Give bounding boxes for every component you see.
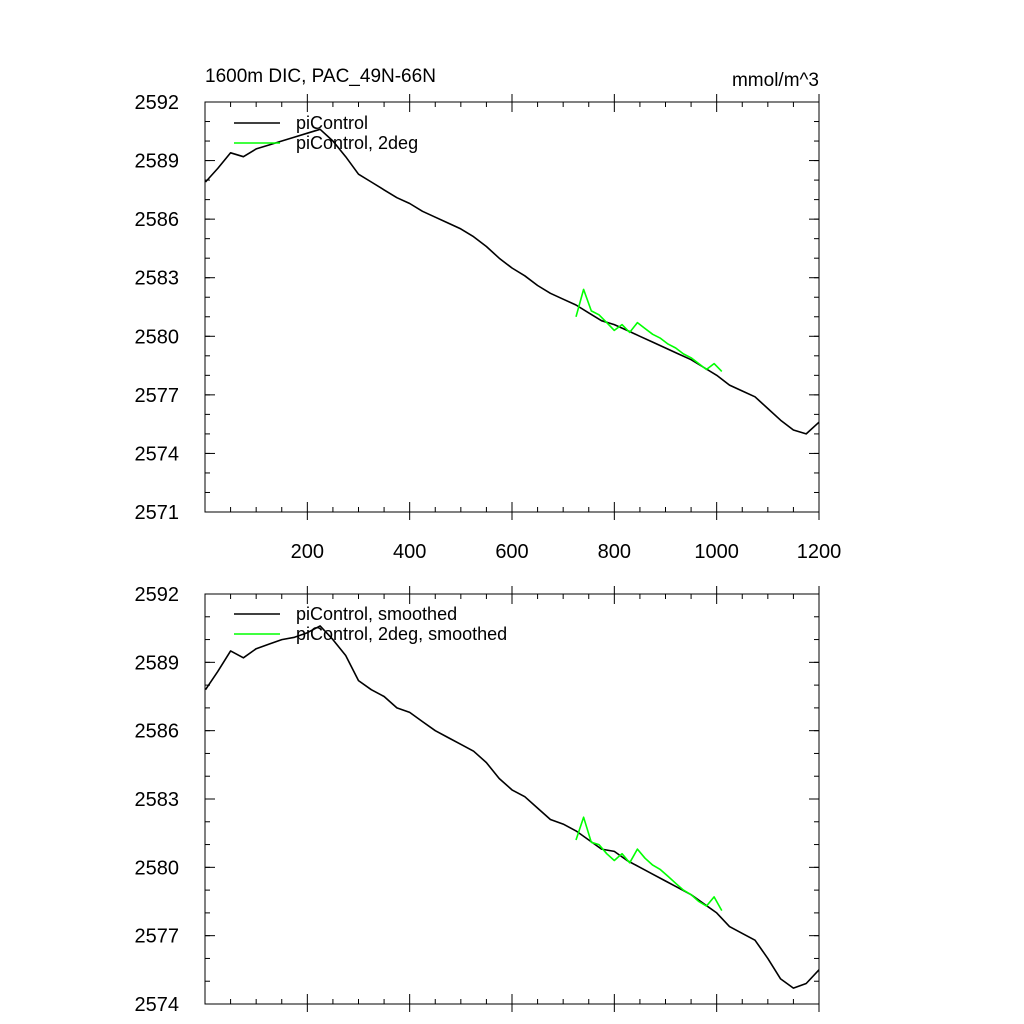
bottom-ytick-label: 2592 bbox=[135, 584, 180, 606]
bottom-ytick-label: 2577 bbox=[135, 926, 180, 948]
bottom-panel: 2574 2577 2580 2583 2586 2589 2592 piControl, … bbox=[135, 584, 820, 1016]
top-plot-frame bbox=[204, 101, 820, 513]
bottom-series-line-1 bbox=[575, 816, 723, 911]
bottom-series-line-0 bbox=[204, 625, 820, 989]
top-panel-title: 1600m DIC, PAC_49N-66N bbox=[205, 66, 436, 87]
top-xtick-label: 1000 bbox=[694, 541, 739, 563]
top-xtick-label: 1200 bbox=[797, 541, 842, 563]
top-ytick-label: 2571 bbox=[135, 502, 180, 524]
legend-label-picontrol-2deg: piControl, 2deg bbox=[296, 133, 418, 153]
legend-label-picontrol-smoothed: piControl, smoothed bbox=[296, 604, 457, 624]
top-ytick-label: 2592 bbox=[135, 92, 180, 114]
legend-label-picontrol-2deg-smoothed: piControl, 2deg, smoothed bbox=[296, 624, 507, 644]
top-xtick-label: 400 bbox=[393, 541, 426, 563]
top-ytick-label: 2580 bbox=[135, 326, 180, 348]
top-series-group bbox=[204, 128, 820, 435]
bottom-legend: piControl, smoothed piControl, 2deg, smo… bbox=[234, 604, 507, 644]
legend-label-picontrol: piControl bbox=[296, 113, 368, 133]
top-ytick-label: 2583 bbox=[135, 268, 180, 290]
top-series-line-0 bbox=[204, 128, 820, 435]
bottom-plot-frame bbox=[204, 593, 820, 1005]
top-ytick-label: 2574 bbox=[135, 443, 180, 465]
top-ytick-label: 2577 bbox=[135, 385, 180, 407]
top-ytick-label: 2589 bbox=[135, 151, 180, 173]
top-xtick-label: 200 bbox=[291, 541, 324, 563]
top-panel-units: mmol/m^3 bbox=[732, 70, 819, 91]
bottom-ytick-label: 2586 bbox=[135, 721, 180, 743]
bottom-series-group bbox=[204, 625, 820, 989]
top-xtick-label: 600 bbox=[495, 541, 528, 563]
bottom-ytick-label: 2583 bbox=[135, 789, 180, 811]
bottom-ytick-label: 2574 bbox=[135, 994, 180, 1016]
bottom-ytick-label: 2589 bbox=[135, 652, 180, 674]
top-xtick-label: 800 bbox=[598, 541, 631, 563]
top-axis-ticks: 2571 2574 2577 2580 2583 2586 2589 2592 200 400 60… bbox=[135, 92, 842, 563]
bottom-axis-ticks: 2574 2577 2580 2583 2586 2589 2592 bbox=[135, 584, 820, 1016]
bottom-ytick-label: 2580 bbox=[135, 857, 180, 879]
top-ytick-label: 2586 bbox=[135, 209, 180, 231]
top-panel: 1600m DIC, PAC_49N-66N mmol/m^3 2571 2574… bbox=[135, 66, 842, 563]
top-series-line-1 bbox=[575, 288, 723, 372]
top-legend: piControl piControl, 2deg bbox=[234, 113, 418, 153]
